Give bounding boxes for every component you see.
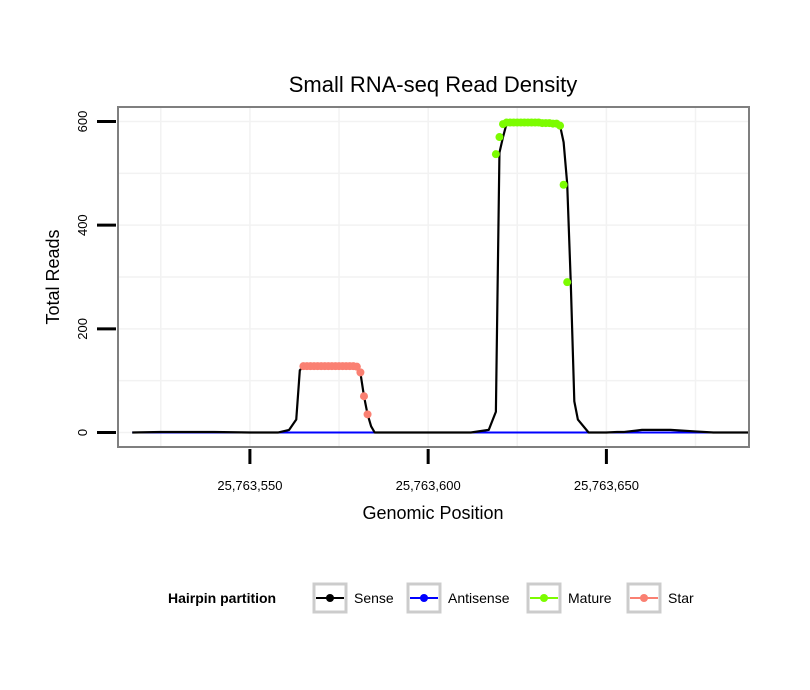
y-tick-label: 200 — [75, 318, 90, 340]
legend-label: Antisense — [448, 590, 510, 606]
mature-point — [491, 150, 500, 159]
legend-item-star: Star — [626, 582, 694, 614]
x-tick-label: 25,763,600 — [396, 478, 461, 493]
mature-point — [559, 180, 568, 189]
star-point — [356, 368, 365, 377]
series-layer — [132, 118, 749, 434]
chart-title: Small RNA-seq Read Density — [289, 72, 578, 97]
star-point — [352, 362, 361, 371]
x-tick-label: 25,763,550 — [217, 478, 282, 493]
y-axis: 0 200 400 600 — [75, 111, 116, 436]
legend-key-point — [640, 594, 648, 602]
legend-item-sense: Sense — [312, 582, 394, 614]
legend-key-point — [326, 594, 334, 602]
legend-key-point — [540, 594, 548, 602]
sense-line — [132, 121, 749, 434]
legend-label: Star — [668, 590, 694, 606]
y-tick-label: 400 — [75, 214, 90, 236]
mature-point — [556, 121, 565, 130]
mature-series — [491, 118, 572, 287]
legend: Hairpin partition Sense Antisense Mature St… — [168, 582, 694, 614]
mature-point — [495, 133, 504, 142]
star-point — [359, 392, 368, 401]
y-tick-label: 600 — [75, 111, 90, 133]
x-axis: 25,763,550 25,763,600 25,763,650 — [217, 449, 639, 493]
y-tick-label: 0 — [75, 429, 90, 436]
legend-item-antisense: Antisense — [406, 582, 510, 614]
y-axis-title: Total Reads — [43, 229, 63, 324]
legend-item-mature: Mature — [526, 582, 612, 614]
legend-label: Sense — [354, 590, 394, 606]
legend-title: Hairpin partition — [168, 590, 276, 606]
legend-key-point — [420, 594, 428, 602]
x-tick-label: 25,763,650 — [574, 478, 639, 493]
star-series — [299, 362, 372, 419]
legend-label: Mature — [568, 590, 612, 606]
plot-border — [117, 106, 750, 448]
mature-point — [563, 278, 572, 287]
star-point — [363, 410, 372, 419]
x-axis-title: Genomic Position — [362, 503, 503, 523]
